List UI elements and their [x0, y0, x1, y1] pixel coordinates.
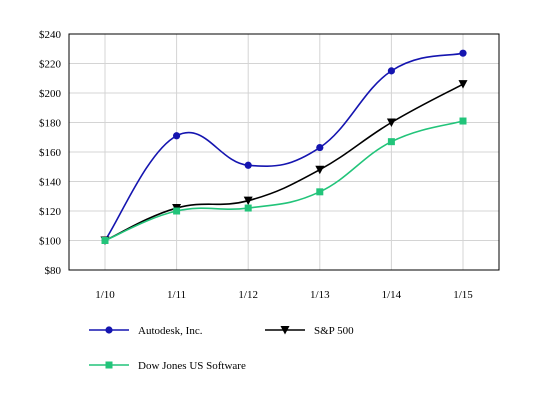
y-tick-label: $120 — [39, 206, 62, 218]
x-axis-ticks: 1/10 1/11 1/12 1/13 1/14 1/15 — [95, 289, 473, 301]
y-axis-ticks: $80 $100 $120 $140 $160 $180 $200 $220 $240 — [39, 29, 62, 277]
data-point-s-p-500 — [458, 80, 468, 89]
y-tick-label: $100 — [39, 236, 62, 248]
data-point-dow-jones-us-software — [244, 204, 252, 212]
y-tick-label: $200 — [39, 88, 62, 100]
data-point-s-p-500 — [386, 118, 396, 127]
legend-marker — [105, 326, 113, 334]
legend-marker — [105, 361, 113, 369]
data-point-autodesk-inc — [244, 161, 252, 169]
data-point-autodesk-inc — [316, 143, 324, 152]
x-tick-label: 1/10 — [95, 289, 115, 301]
x-tick-label: 1/13 — [310, 289, 330, 301]
series-line-s-p-500 — [104, 83, 464, 242]
axes — [68, 33, 500, 271]
legend-item-dow-jones-us-software: Dow Jones US Software — [89, 360, 246, 372]
y-tick-label: $80 — [45, 265, 62, 277]
legend-label: Dow Jones US Software — [138, 360, 246, 372]
legend: Autodesk, Inc. S&P 500 Dow Jones US Softwa… — [89, 325, 354, 372]
legend-marker — [280, 326, 290, 335]
series-dow-jones-us-software — [101, 117, 467, 244]
data-point-dow-jones-us-software — [173, 207, 181, 215]
y-tick-label: $240 — [39, 29, 62, 41]
series-line-dow-jones-us-software — [104, 120, 464, 242]
legend-label: S&P 500 — [314, 325, 354, 337]
legend-label: Autodesk, Inc. — [138, 325, 203, 337]
series-lines — [100, 49, 468, 245]
x-tick-label: 1/11 — [167, 289, 186, 301]
data-point-s-p-500 — [315, 165, 325, 175]
legend-item-autodesk-inc: Autodesk, Inc. — [89, 325, 203, 337]
y-tick-label: $220 — [39, 59, 62, 71]
data-point-dow-jones-us-software — [101, 237, 109, 244]
data-point-autodesk-inc — [387, 67, 395, 75]
y-tick-label: $180 — [39, 118, 62, 130]
data-point-dow-jones-us-software — [316, 188, 324, 196]
y-tick-label: $140 — [39, 177, 62, 189]
y-tick-label: $160 — [39, 147, 62, 159]
x-tick-label: 1/14 — [382, 289, 402, 301]
data-point-autodesk-inc — [459, 49, 467, 57]
data-point-dow-jones-us-software — [459, 117, 467, 125]
series-line-autodesk-inc — [104, 52, 464, 241]
gridlines — [69, 33, 499, 271]
x-tick-label: 1/12 — [238, 289, 258, 301]
data-point-autodesk-inc — [173, 132, 181, 140]
data-point-s-p-500 — [243, 196, 253, 206]
series-s-p-500 — [100, 80, 468, 245]
legend-item-s-p-500: S&P 500 — [265, 325, 354, 337]
data-point-dow-jones-us-software — [387, 138, 395, 146]
plot-frame — [68, 33, 500, 271]
x-tick-label: 1/15 — [453, 289, 473, 301]
